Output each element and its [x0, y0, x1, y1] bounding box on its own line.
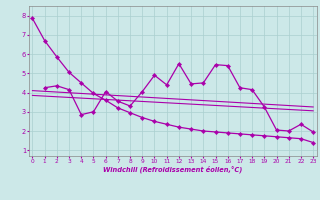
X-axis label: Windchill (Refroidissement éolien,°C): Windchill (Refroidissement éolien,°C): [103, 165, 243, 173]
